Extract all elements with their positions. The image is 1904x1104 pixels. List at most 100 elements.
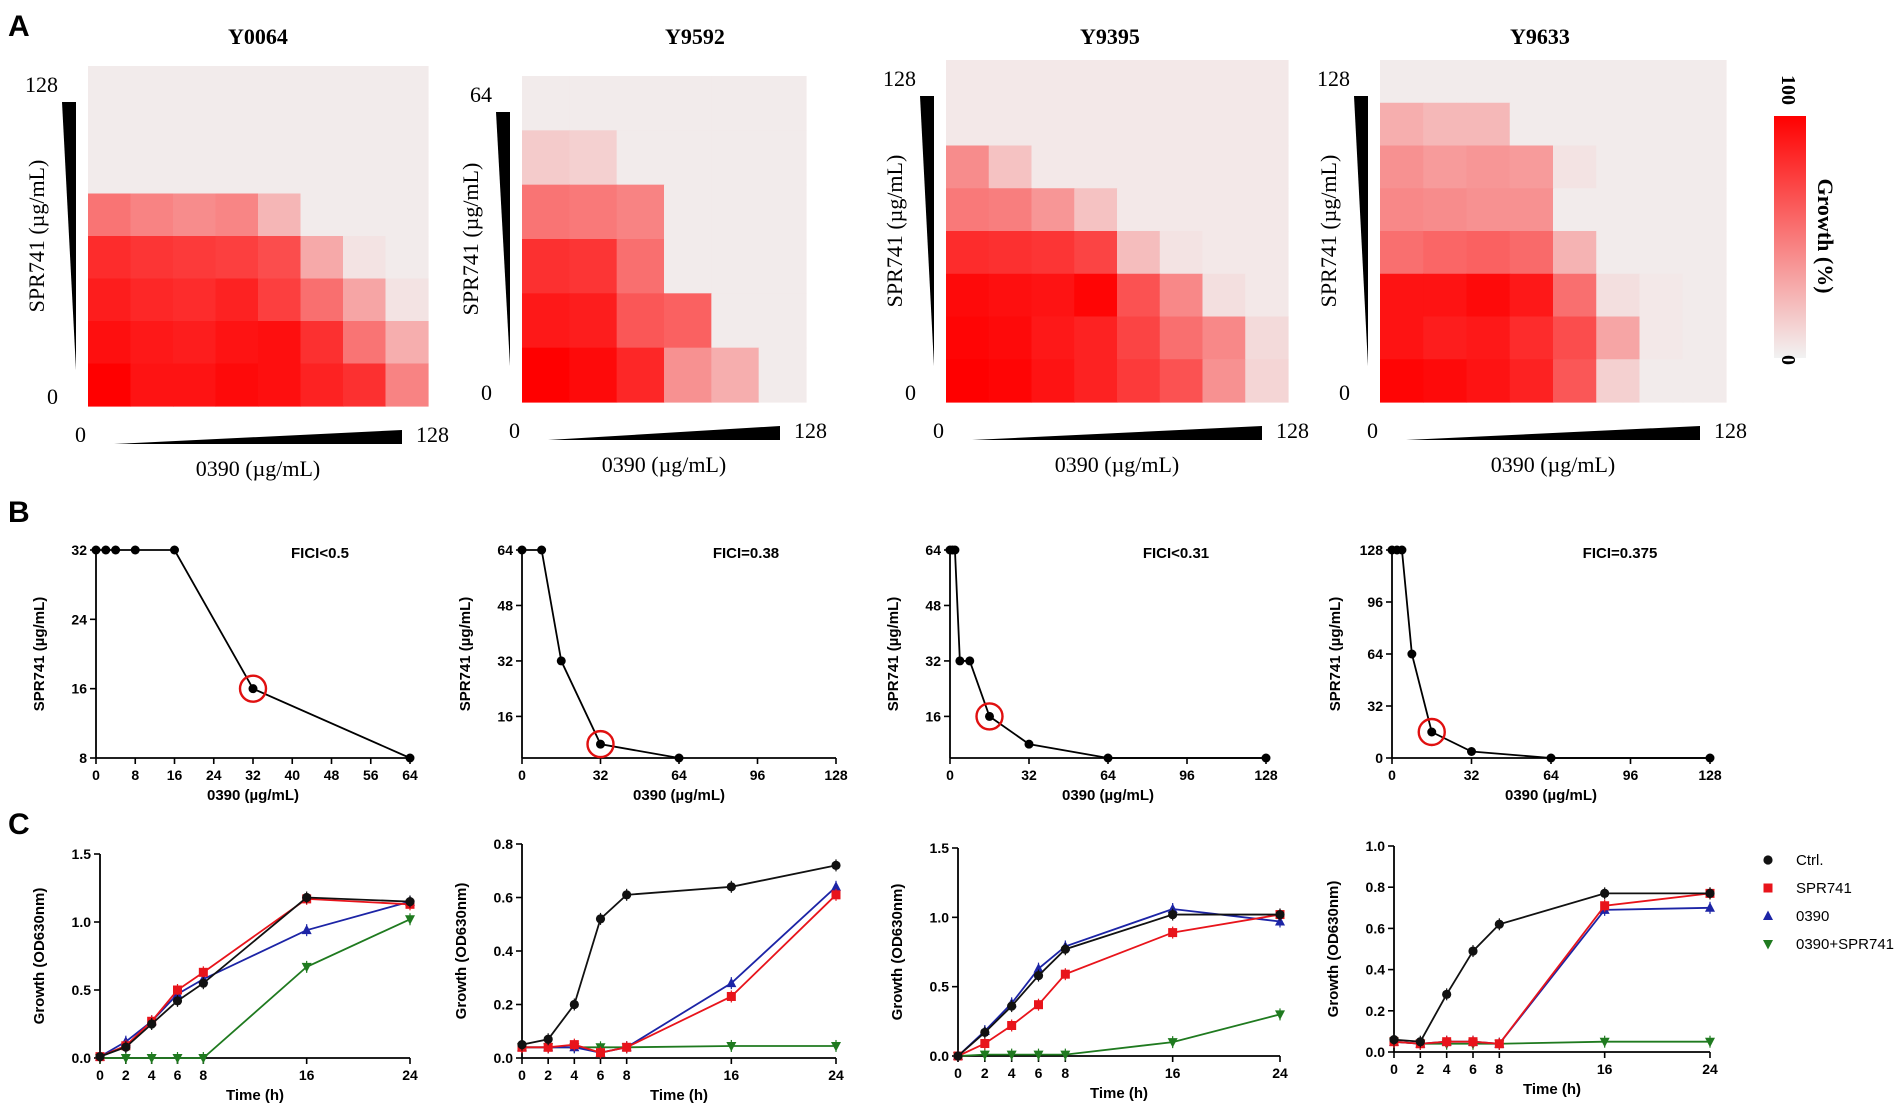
- spr741-marker: [1034, 1000, 1043, 1010]
- x-tick-label: 0: [1388, 767, 1396, 783]
- x-tick-label: 128: [1254, 767, 1278, 783]
- heatmap-cell: [88, 193, 132, 237]
- heatmap-cell: [1245, 60, 1289, 104]
- x-tick-label: 24: [206, 767, 222, 783]
- spr741-marker: [980, 1039, 990, 1049]
- heatmap-cell: [300, 278, 344, 322]
- heatmap-cell: [1202, 102, 1246, 147]
- heatmap-cell: [1159, 231, 1204, 275]
- heatmap-title: Y9633: [1510, 24, 1570, 49]
- data-point: [1705, 753, 1715, 763]
- data-point: [1397, 545, 1407, 555]
- y-axis-label: SPR741 (µg/mL): [885, 597, 902, 712]
- x-axis-label: 0390 (µg/mL): [1491, 452, 1616, 477]
- ctrl-marker: [726, 882, 736, 892]
- heatmap-cell: [343, 363, 387, 407]
- spr741-marker: [173, 985, 182, 995]
- heatmap-cell: [1596, 188, 1641, 232]
- heatmap-cell: [946, 188, 990, 232]
- x-axis-label: 0390 (µg/mL): [196, 456, 321, 481]
- legend-label: 0390+SPR741: [1796, 936, 1894, 953]
- fici-chart-4: 0 32 64 96 128 0 32 64 96 128 0390 (µg/mL) SPR741 (…: [1327, 542, 1722, 804]
- heatmap-cell: [569, 293, 618, 349]
- y-axis-label: SPR741 (µg/mL): [458, 163, 483, 316]
- heatmap-cell: [569, 76, 618, 131]
- heatmap-cell: [664, 347, 712, 403]
- x-tick-label: 64: [1100, 767, 1116, 783]
- heatmap-cell: [1466, 145, 1511, 189]
- heatmap-cell: [215, 236, 259, 280]
- ctrl-marker: [121, 1042, 131, 1052]
- ctrl-marker: [172, 996, 183, 1006]
- heatmap-cell: [946, 316, 990, 360]
- x-tick-label: 0: [518, 767, 526, 783]
- heatmap-cell: [385, 363, 429, 407]
- heatmap-cell: [664, 130, 712, 186]
- y-min-label: 0: [1339, 380, 1350, 405]
- x-max-label: 128: [794, 418, 827, 443]
- colorbar: 100 0 Growth (%): [1774, 75, 1838, 365]
- heatmap-cell: [173, 363, 217, 407]
- fici-chart-2: 0 32 64 96 128 16 32 48 64 0390 (µg/mL) SPR741 (µg…: [457, 542, 848, 804]
- series-line-2: [99, 897, 411, 1058]
- x-tick-label: 40: [284, 767, 300, 783]
- heatmap-cell: [173, 108, 217, 152]
- heatmap-cell: [1245, 102, 1289, 147]
- y-tick-label: 0.6: [494, 890, 514, 906]
- heatmap-cell: [1466, 60, 1511, 104]
- x-tick-label: 32: [1464, 767, 1480, 783]
- 0390-marker: [1033, 963, 1044, 973]
- y-max-label: 64: [470, 82, 492, 107]
- y-max-label: 128: [1317, 66, 1350, 91]
- heatmap-cell: [1031, 60, 1075, 104]
- heatmap-cell: [88, 321, 132, 365]
- heatmap-cell: [258, 108, 302, 152]
- ctrl-marker: [405, 897, 415, 907]
- ctrl-marker: [198, 978, 208, 988]
- heatmap-cell: [258, 193, 302, 237]
- combo-marker: [301, 962, 312, 973]
- y-tick-label: 0.8: [1366, 879, 1386, 895]
- data-point: [955, 656, 965, 666]
- data-point: [1024, 739, 1034, 749]
- heatmap-cell: [1596, 273, 1641, 318]
- x-tick-label: 8: [1495, 1061, 1503, 1077]
- x-tick-label: 96: [1623, 767, 1639, 783]
- ctrl-marker: [1415, 1037, 1425, 1047]
- x-tick-label: 0: [518, 1067, 526, 1083]
- heatmap-cell: [664, 239, 712, 294]
- x-tick-label: 96: [750, 767, 766, 783]
- heatmap-cell: [1423, 231, 1468, 275]
- spr741-marker: [1494, 1039, 1504, 1049]
- heatmap-cell: [569, 130, 618, 186]
- 0390-marker: [1167, 903, 1178, 914]
- heatmap-title: Y9592: [665, 24, 725, 49]
- y-tick-label: 1.0: [930, 909, 950, 925]
- y-tick-label: 0.2: [494, 997, 514, 1013]
- heatmap-cell: [300, 108, 344, 152]
- heatmap-cell: [130, 321, 174, 365]
- heatmap-cell: [1639, 273, 1684, 318]
- spr741-gradient-wedge: [62, 102, 76, 370]
- heatmap-cell: [1117, 359, 1161, 403]
- combo-marker: [1275, 1010, 1285, 1020]
- data-point: [985, 711, 994, 721]
- heatmap-cell: [88, 66, 132, 110]
- heatmap-cell: [988, 273, 1033, 318]
- data-point: [1427, 727, 1437, 737]
- heatmap-cell: [1245, 359, 1289, 403]
- y-tick-label: 0: [1375, 750, 1383, 766]
- heatmap-cell: [1202, 359, 1246, 403]
- heatmap-cell: [1639, 316, 1684, 360]
- heatmap-cell: [1596, 145, 1641, 189]
- spr741-marker: [198, 967, 208, 977]
- heatmap-cell: [385, 66, 429, 110]
- heatmap-cell: [1159, 273, 1204, 318]
- heatmap-cell: [343, 151, 387, 195]
- x-tick-label: 16: [299, 1067, 315, 1083]
- heatmap-cell: [343, 66, 387, 110]
- heatmap-cell: [258, 236, 302, 280]
- heatmap-cell: [1682, 188, 1727, 232]
- x-max-label: 128: [1276, 418, 1309, 443]
